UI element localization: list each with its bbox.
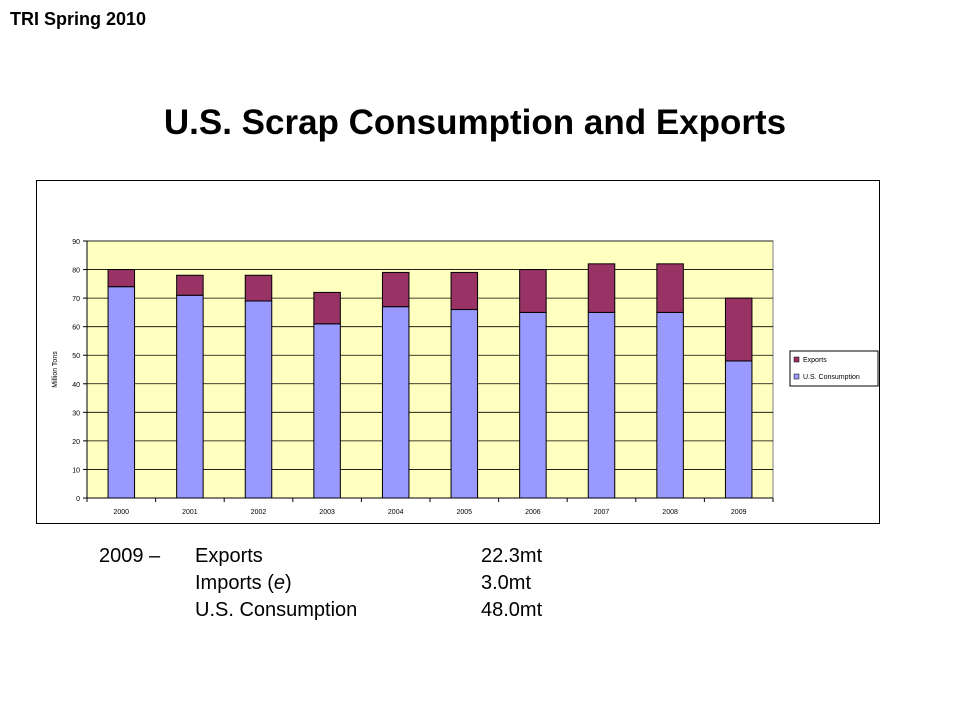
y-tick-label: 60 — [72, 325, 80, 332]
bar-consumption — [724, 360, 753, 499]
bar-exports — [381, 271, 410, 308]
bar-exports — [450, 271, 479, 311]
summary-value-consumption: 48.0mt — [481, 599, 543, 621]
y-axis-label: Million Tons — [52, 351, 59, 388]
bar-exports — [724, 297, 753, 362]
y-tick-label: 80 — [72, 268, 80, 275]
legend-swatch — [793, 356, 800, 363]
bar-exports — [656, 263, 684, 313]
summary-value-imports: 3.0mt — [481, 572, 532, 594]
bar-consumption — [107, 286, 136, 499]
legend-box — [789, 350, 879, 387]
summary-label-consumption: U.S. Consumption — [195, 599, 358, 621]
bar-exports — [313, 291, 341, 325]
chart-frame: 0 10 20 30 40 50 60 70 80 90 Million Tons 2000 2001 2… — [36, 180, 880, 524]
stacked-bar-chart: 0 10 20 30 40 50 60 70 80 90 Million Tons 2000 2001 2… — [52, 239, 879, 516]
legend-label: Exports — [803, 357, 827, 364]
legend-swatch — [793, 373, 800, 380]
summary-year-label: 2009 – — [99, 545, 161, 567]
x-tick-label: 2008 — [662, 509, 678, 516]
bar-consumption — [176, 294, 204, 499]
y-tick-label: 40 — [72, 382, 80, 389]
bar-exports — [587, 263, 616, 313]
y-tick-label: 90 — [72, 239, 80, 246]
x-tick-label: 2001 — [182, 509, 198, 516]
bar-consumption — [450, 309, 479, 499]
y-tick-label: 20 — [72, 439, 80, 446]
y-tick-label: 10 — [72, 467, 80, 474]
x-tick-label: 2003 — [319, 509, 335, 516]
x-tick-label: 2004 — [388, 509, 404, 516]
x-tick-label: 2005 — [457, 509, 473, 516]
bar-consumption — [313, 323, 341, 499]
x-tick-label: 2007 — [594, 509, 610, 516]
bar-consumption — [519, 311, 547, 499]
x-tick-label: 2002 — [251, 509, 267, 516]
x-tick-label: 2009 — [731, 509, 747, 516]
summary-label-exports: Exports — [195, 545, 263, 567]
bar-consumption — [587, 311, 616, 499]
x-tick-label: 2006 — [525, 509, 541, 516]
x-tick-label: 2000 — [114, 509, 130, 516]
header-tag: TRI Spring 2010 — [10, 9, 147, 29]
y-tick-label: 50 — [72, 353, 80, 360]
summary-value-exports: 22.3mt — [481, 545, 543, 567]
y-tick-label: 70 — [72, 296, 80, 303]
bar-consumption — [244, 300, 273, 499]
legend-label: U.S. Consumption — [803, 374, 860, 381]
bar-exports — [107, 269, 136, 288]
bar-consumption — [656, 311, 684, 499]
bar-exports — [176, 274, 204, 296]
y-tick-label: 30 — [72, 410, 80, 417]
bar-exports — [244, 274, 273, 302]
summary-label-imports: Imports (e) — [195, 572, 292, 594]
bar-consumption — [381, 306, 410, 499]
bar-exports — [519, 269, 547, 313]
slide-title: U.S. Scrap Consumption and Exports — [163, 103, 787, 142]
y-tick-label: 0 — [76, 496, 80, 503]
